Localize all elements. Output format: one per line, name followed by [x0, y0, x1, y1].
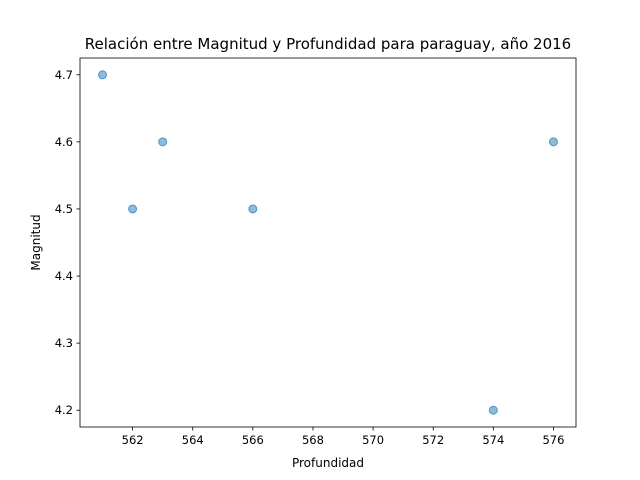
x-tick-label: 562: [122, 433, 144, 447]
data-point: [158, 137, 168, 147]
y-tick-label: 4.2: [55, 403, 73, 417]
x-tick-label: 564: [182, 433, 204, 447]
chart-title: Relación entre Magnitud y Profundidad pa…: [85, 35, 571, 53]
x-tick-label: 574: [482, 433, 504, 447]
data-point: [488, 405, 498, 415]
x-tick-label: 568: [302, 433, 324, 447]
y-tick-label: 4.6: [55, 135, 73, 149]
data-points: [98, 70, 558, 415]
x-tick-label: 570: [362, 433, 384, 447]
x-axis-label: Profundidad: [292, 456, 364, 470]
x-tick-label: 572: [422, 433, 444, 447]
data-point: [548, 137, 558, 147]
data-point: [128, 204, 138, 214]
y-tick-label: 4.5: [55, 202, 73, 216]
x-tick-label: 566: [242, 433, 264, 447]
plot-frame: [79, 57, 577, 428]
y-tick-label: 4.7: [55, 68, 73, 82]
data-point: [248, 204, 258, 214]
y-tick-label: 4.4: [55, 269, 73, 283]
y-axis: 4.2 4.3 4.4 4.5 4.6 4.7: [55, 68, 80, 417]
y-tick-label: 4.3: [55, 336, 73, 350]
data-point: [98, 70, 108, 80]
x-tick-label: 576: [542, 433, 564, 447]
y-axis-label: Magnitud: [29, 214, 43, 270]
x-axis: 562 564 566 568 570 572 574 576: [122, 427, 564, 447]
